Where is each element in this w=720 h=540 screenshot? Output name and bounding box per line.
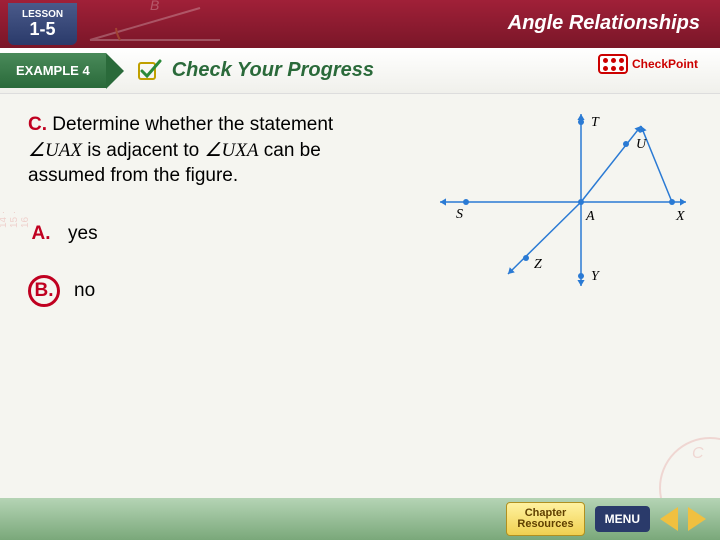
- svg-text:U: U: [636, 137, 647, 152]
- svg-text:T: T: [591, 115, 600, 130]
- top-bar: LESSON 1-5 B Angle Relationships: [0, 0, 720, 48]
- question-text: C. Determine whether the statement ∠UAX …: [28, 112, 358, 189]
- prev-arrow-icon[interactable]: [660, 507, 678, 531]
- next-arrow-icon[interactable]: [688, 507, 706, 531]
- svg-text:C: C: [692, 445, 704, 462]
- checkmark-icon: [136, 58, 162, 84]
- checkpoint-text: CheckPoint: [632, 57, 698, 71]
- lesson-label: LESSON: [22, 9, 63, 20]
- content-area: EXAMPLE 4 Check Your Progress CheckPoint…: [0, 48, 720, 498]
- angle-1: ∠UAX: [28, 140, 82, 161]
- checkpoint-badge: CheckPoint: [598, 54, 698, 74]
- question-seg2: is adjacent to: [82, 140, 205, 161]
- lesson-tab: LESSON 1-5: [8, 3, 77, 46]
- question-prefix: C.: [28, 114, 47, 135]
- checkpoint-icon: [598, 54, 628, 74]
- svg-text:B: B: [150, 0, 159, 13]
- check-progress-label: Check Your Progress: [172, 59, 374, 82]
- geometry-bg-icon: B: [80, 0, 280, 48]
- angle-2: ∠UXA: [205, 140, 259, 161]
- page-title: Angle Relationships: [508, 12, 700, 35]
- svg-text:Y: Y: [591, 269, 601, 284]
- geometry-figure: T U S A X Z Y: [426, 108, 696, 298]
- svg-text:X: X: [675, 209, 685, 224]
- svg-text:A: A: [585, 209, 595, 224]
- ruler-deco-icon: 14 · 15 · 16: [0, 204, 118, 228]
- option-b-text: no: [74, 280, 95, 302]
- option-b-letter: B.: [28, 275, 60, 307]
- svg-text:S: S: [456, 207, 463, 222]
- header-strip: EXAMPLE 4 Check Your Progress CheckPoint: [0, 48, 720, 94]
- svg-text:Z: Z: [534, 257, 542, 272]
- question-seg1: Determine whether the statement: [47, 114, 333, 135]
- example-tab: EXAMPLE 4: [0, 53, 106, 88]
- lesson-number: 1-5: [30, 20, 56, 40]
- corner-deco-icon: C: [650, 428, 720, 498]
- bottom-bar: Chapter Resources MENU: [0, 498, 720, 540]
- chapter-resources-button[interactable]: Chapter Resources: [506, 502, 584, 536]
- menu-button[interactable]: MENU: [595, 506, 650, 532]
